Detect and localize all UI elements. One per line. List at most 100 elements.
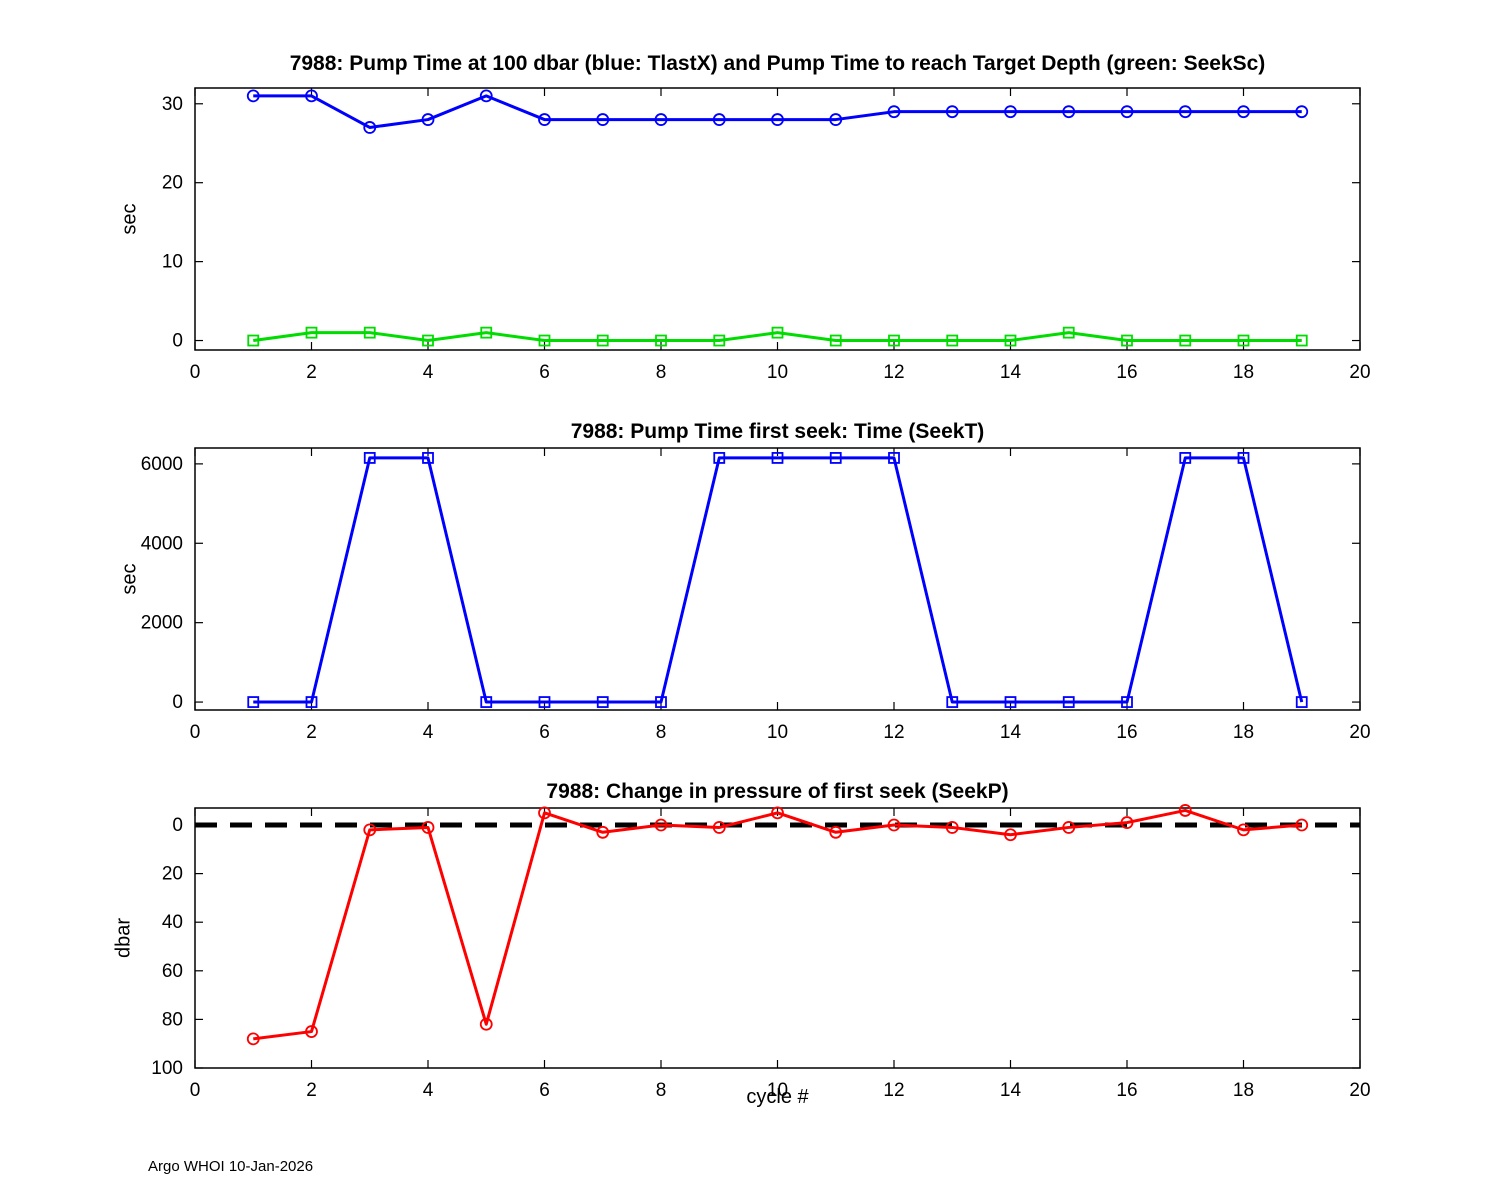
marker-SeekSc bbox=[771, 326, 784, 339]
series-line-SeekT bbox=[253, 456, 1304, 704]
marker-SeekSc bbox=[1121, 334, 1133, 347]
y-tick-label: 80 bbox=[162, 1009, 183, 1030]
marker-SeekP bbox=[1178, 804, 1192, 817]
marker-SeekT bbox=[247, 696, 260, 708]
marker-SeekT bbox=[538, 696, 551, 708]
x-tick-label: 2 bbox=[306, 362, 317, 383]
marker-SeekT bbox=[829, 452, 842, 464]
y-tick-label: 6000 bbox=[141, 454, 183, 475]
x-tick-label: 0 bbox=[190, 722, 201, 743]
y-tick-label: 2000 bbox=[141, 613, 183, 634]
axes-box bbox=[194, 447, 1361, 711]
x-tick-label: 14 bbox=[1000, 362, 1022, 383]
marker-SeekT bbox=[596, 696, 609, 708]
marker-SeekT bbox=[946, 696, 959, 708]
x-tick-label: 6 bbox=[539, 722, 550, 743]
x-tick-label: 6 bbox=[539, 362, 550, 383]
series-line-SeekP bbox=[253, 808, 1302, 1041]
marker-SeekP bbox=[712, 821, 726, 834]
y-tick-label: 0 bbox=[172, 815, 183, 836]
marker-SeekP bbox=[887, 818, 901, 832]
marker-SeekP bbox=[654, 818, 668, 832]
marker-SeekSc bbox=[888, 334, 900, 347]
y-tick-label: 60 bbox=[162, 961, 183, 982]
x-tick-label: 10 bbox=[767, 722, 788, 743]
subplot3-ylabel: dbar bbox=[112, 917, 135, 959]
marker-SeekT bbox=[1121, 696, 1133, 708]
marker-TlastX bbox=[1004, 105, 1017, 119]
x-tick-label: 0 bbox=[190, 362, 201, 383]
marker-TlastX bbox=[654, 113, 668, 126]
x-tick-label: 8 bbox=[656, 722, 667, 743]
marker-TlastX bbox=[945, 105, 959, 119]
subplot2-title: 7988: Pump Time first seek: Time (SeekT) bbox=[570, 420, 985, 443]
x-tick-label: 2 bbox=[306, 722, 317, 743]
subplot1-ylabel: sec bbox=[118, 203, 141, 235]
marker-SeekP bbox=[305, 1025, 318, 1038]
marker-SeekP bbox=[829, 825, 843, 839]
marker-SeekP bbox=[538, 806, 551, 820]
marker-SeekP bbox=[246, 1032, 260, 1046]
marker-TlastX bbox=[712, 113, 726, 126]
axes-box bbox=[194, 807, 1361, 1069]
marker-SeekSc bbox=[1062, 326, 1075, 339]
axes-box bbox=[194, 87, 1361, 351]
marker-TlastX bbox=[305, 89, 318, 103]
figure-footer: Argo WHOI 10-Jan-2026 bbox=[148, 1158, 314, 1175]
marker-SeekT bbox=[1179, 452, 1192, 464]
marker-SeekT bbox=[1237, 452, 1250, 464]
marker-SeekT bbox=[713, 452, 726, 464]
marker-SeekSc bbox=[1295, 334, 1308, 347]
marker-SeekSc bbox=[946, 334, 959, 347]
marker-SeekSc bbox=[1237, 334, 1250, 347]
marker-TlastX bbox=[1178, 105, 1192, 119]
x-tick-label: 10 bbox=[767, 362, 788, 383]
marker-SeekP bbox=[1120, 816, 1134, 829]
subplot2-ylabel: sec bbox=[118, 563, 141, 595]
y-tick-label: 0 bbox=[172, 331, 183, 352]
marker-SeekT bbox=[363, 452, 376, 464]
marker-TlastX bbox=[771, 113, 784, 126]
series-line-TlastX bbox=[253, 94, 1302, 129]
marker-TlastX bbox=[1062, 105, 1076, 119]
marker-SeekP bbox=[771, 806, 784, 820]
x-tick-label: 16 bbox=[1116, 722, 1137, 743]
x-tick-label: 16 bbox=[1116, 362, 1137, 383]
marker-SeekT bbox=[1295, 696, 1308, 708]
marker-SeekT bbox=[888, 452, 900, 464]
marker-TlastX bbox=[596, 113, 610, 126]
x-tick-label: 18 bbox=[1233, 722, 1254, 743]
marker-SeekT bbox=[1004, 696, 1017, 708]
x-tick-label: 14 bbox=[1000, 722, 1022, 743]
marker-SeekSc bbox=[422, 334, 434, 347]
marker-SeekSc bbox=[305, 326, 318, 339]
x-tick-label: 18 bbox=[1233, 362, 1254, 383]
marker-TlastX bbox=[479, 89, 493, 103]
marker-SeekSc bbox=[1179, 334, 1192, 347]
marker-TlastX bbox=[1295, 105, 1309, 119]
marker-TlastX bbox=[246, 89, 260, 103]
marker-SeekP bbox=[421, 821, 435, 834]
xaxis-label: cycle # bbox=[746, 1086, 809, 1108]
marker-TlastX bbox=[421, 113, 435, 126]
y-tick-label: 4000 bbox=[141, 533, 183, 554]
x-tick-label: 20 bbox=[1349, 722, 1370, 743]
marker-SeekSc bbox=[247, 334, 260, 347]
marker-SeekP bbox=[1004, 828, 1017, 842]
marker-SeekT bbox=[655, 696, 667, 708]
marker-SeekSc bbox=[829, 334, 842, 347]
marker-TlastX bbox=[1120, 105, 1134, 119]
marker-SeekT bbox=[771, 452, 784, 464]
marker-SeekP bbox=[945, 821, 959, 834]
series-line-SeekSc bbox=[253, 331, 1302, 343]
x-tick-label: 20 bbox=[1349, 362, 1370, 383]
marker-TlastX bbox=[829, 113, 843, 126]
marker-SeekP bbox=[1237, 823, 1250, 837]
y-tick-label: 10 bbox=[162, 252, 183, 273]
x-tick-label: 12 bbox=[883, 722, 904, 743]
marker-SeekP bbox=[1295, 818, 1309, 832]
